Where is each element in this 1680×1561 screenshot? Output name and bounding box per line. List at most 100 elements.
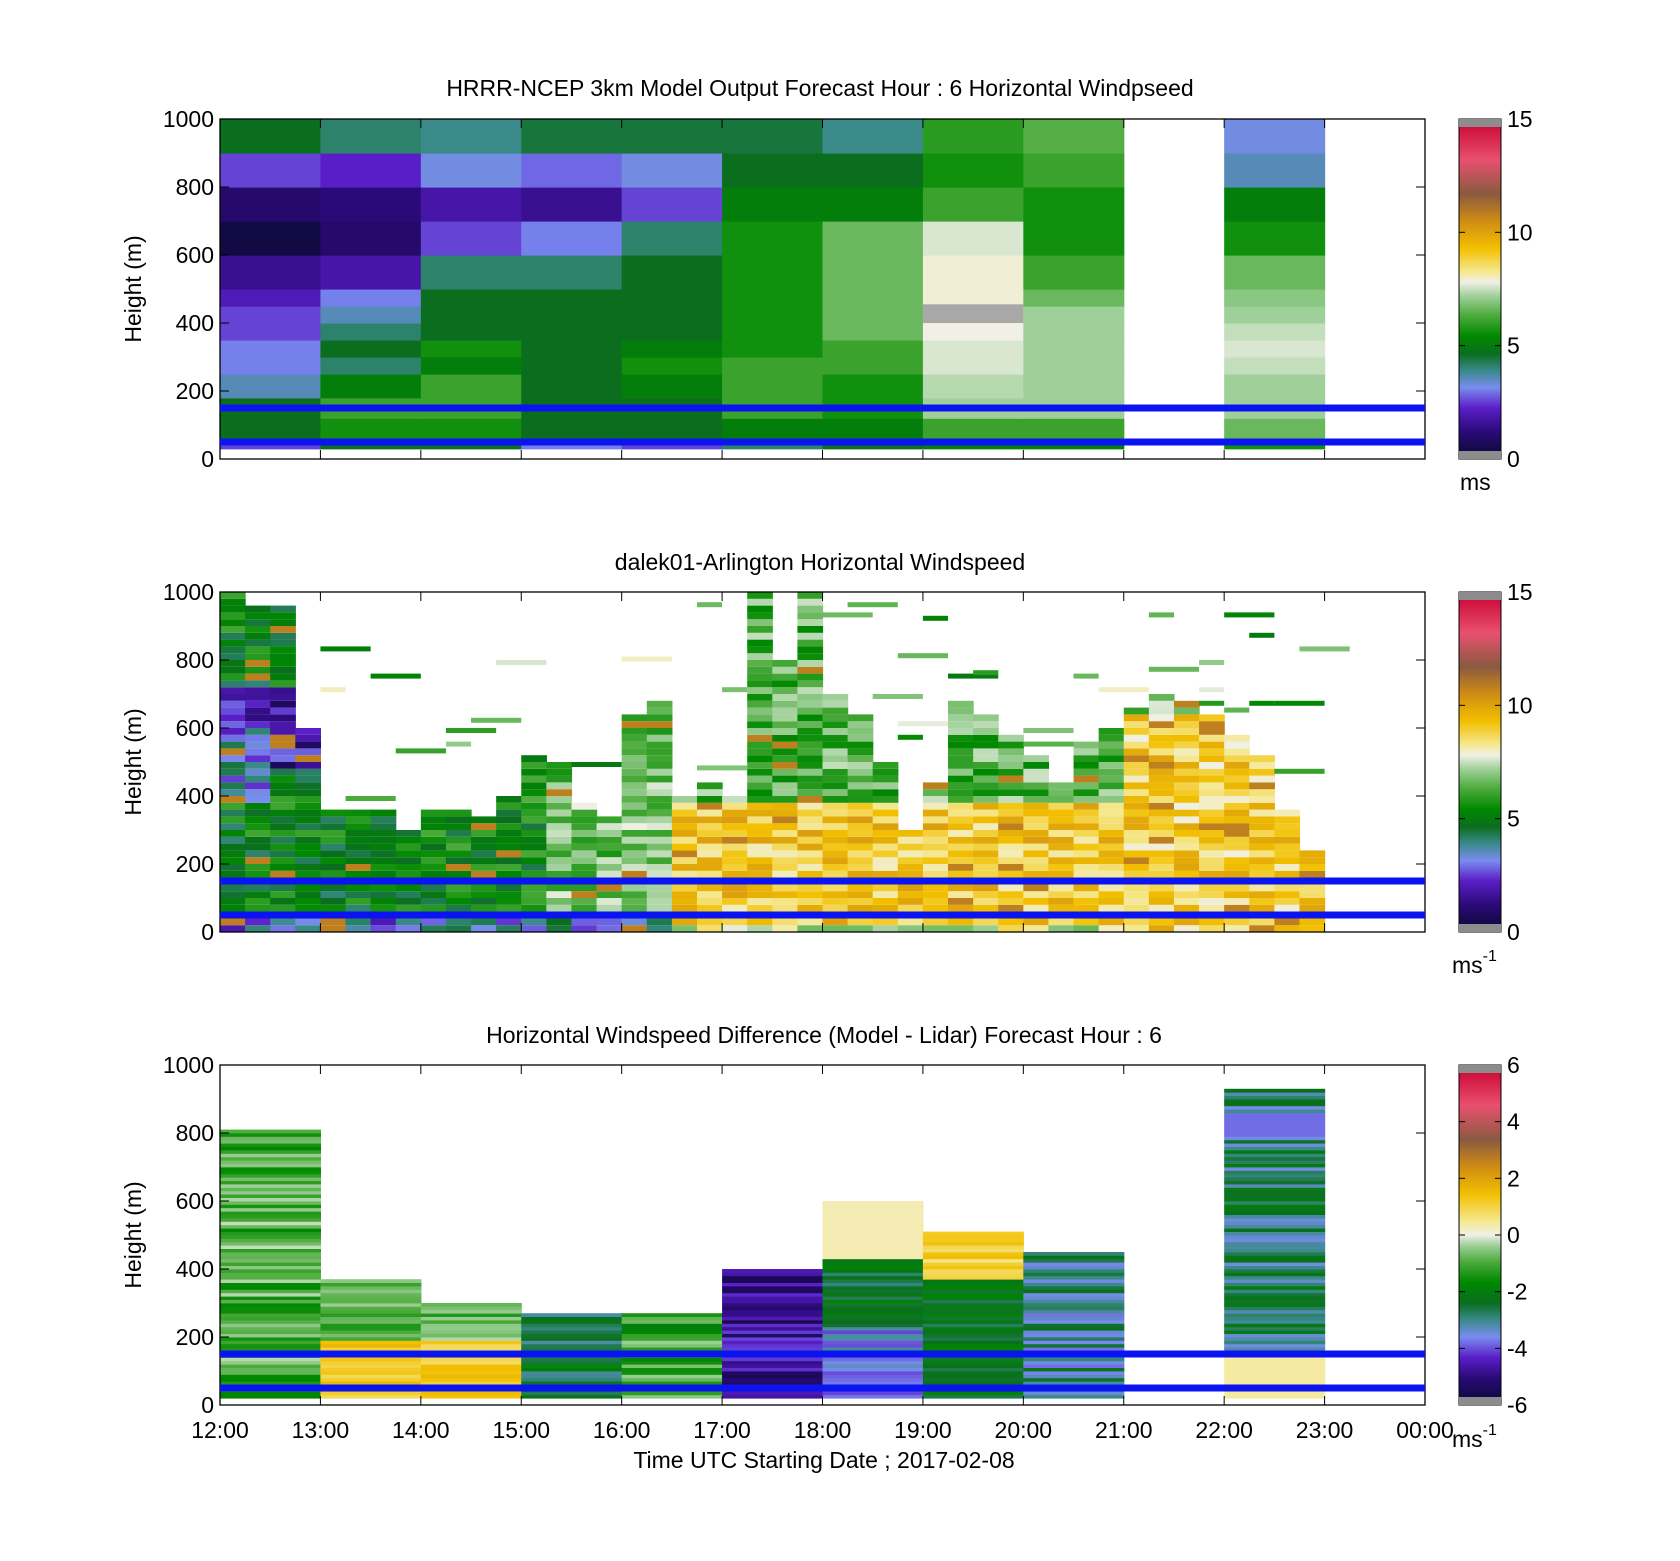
lidar-cell: [671, 925, 698, 932]
difference-cell: [420, 1367, 522, 1372]
difference-cell: [1023, 1299, 1125, 1304]
model-cell: [822, 255, 924, 290]
difference-cell: [822, 1231, 924, 1236]
lidar-cell: [1023, 768, 1050, 776]
model-cell: [521, 374, 623, 399]
colorbar-over-cap: [1459, 119, 1501, 127]
lidar-cell: [1299, 918, 1326, 926]
lidar-cell: [646, 714, 673, 722]
lidar-cell: [571, 884, 598, 892]
lidar-cell: [747, 782, 773, 790]
lidar-cell: [1199, 782, 1225, 790]
lidar-cell: [245, 755, 271, 762]
x-tick-label: 00:00: [1396, 1417, 1454, 1443]
lidar-cell: [872, 843, 899, 851]
lidar-cell: [1299, 898, 1326, 905]
colorbar-under-cap: [1459, 924, 1501, 932]
lidar-cell: [822, 700, 849, 708]
difference-cell: [922, 1292, 1024, 1297]
lidar-cell: [420, 809, 447, 817]
lidar-cell: [671, 816, 698, 824]
difference-cell: [1224, 1092, 1326, 1096]
lidar-cell: [345, 904, 372, 912]
lidar-cell: [646, 796, 673, 803]
lidar-cell: [370, 904, 397, 912]
lidar-cell: [747, 843, 773, 851]
lidar-cell: [722, 925, 748, 932]
lidar-cell: [797, 836, 824, 844]
lidar-cell: [1173, 918, 1200, 926]
lidar-cell: [973, 850, 999, 858]
lidar-cell: [445, 823, 472, 830]
lidar-cell: [1023, 830, 1050, 837]
lidar-cell: [948, 700, 974, 708]
lidar-cell: [571, 925, 598, 932]
lidar-cell: [1023, 789, 1050, 796]
lidar-cell: [596, 864, 623, 871]
difference-cell: [220, 1221, 322, 1226]
x-tick-label: 18:00: [794, 1417, 852, 1443]
difference-cell: [1023, 1391, 1125, 1396]
lidar-cell: [1224, 898, 1250, 905]
lidar-cell: [521, 843, 547, 851]
x-tick-label: 21:00: [1095, 1417, 1153, 1443]
difference-cell: [220, 1313, 322, 1317]
model-cell: [220, 306, 322, 324]
lidar-cell: [1148, 823, 1175, 830]
lidar-cell: [646, 734, 673, 742]
lidar-cell: [646, 857, 673, 864]
lidar-cell: [245, 612, 271, 620]
lidar-cell: [1048, 836, 1075, 844]
difference-cell: [1224, 1150, 1326, 1154]
lidar-cell: [948, 734, 974, 742]
difference-cell: [1224, 1262, 1326, 1266]
panel-difference-ylabel: Height (m): [120, 1181, 146, 1288]
lidar-cell: [646, 802, 673, 810]
lidar-cell: [1073, 857, 1100, 864]
lidar-cell: [1148, 789, 1175, 796]
difference-cell: [1224, 1316, 1326, 1321]
lidar-cell: [1148, 809, 1175, 817]
difference-cell: [1224, 1116, 1326, 1120]
lidar-cell: [596, 836, 623, 844]
lidar-cell: [220, 755, 246, 762]
lidar-cell: [1173, 925, 1200, 932]
difference-cell: [1224, 1377, 1326, 1382]
lidar-cell: [998, 762, 1024, 769]
difference-cell: [822, 1374, 924, 1379]
lidar-cell: [621, 904, 648, 912]
model-cell: [1224, 306, 1326, 324]
difference-cell: [1224, 1095, 1326, 1100]
difference-cell: [922, 1265, 1024, 1270]
lidar-cell: [1073, 775, 1100, 783]
lidar-cell: [646, 782, 673, 790]
lidar-cell: [722, 884, 748, 892]
lidar-cell: [797, 891, 824, 898]
lidar-cell: [471, 816, 497, 824]
lidar-cell: [772, 830, 798, 837]
difference-cell: [220, 1224, 322, 1229]
lidar-cell: [1123, 884, 1150, 892]
lidar-cell: [872, 864, 899, 871]
model-cell: [320, 418, 422, 440]
lidar-cell: [270, 748, 296, 756]
difference-cell: [420, 1394, 522, 1399]
lidar-cell: [270, 714, 296, 722]
lidar-cell: [948, 843, 974, 851]
lidar-cell: [1224, 734, 1250, 742]
lidar-cell: [496, 836, 522, 844]
difference-cell: [1224, 1221, 1326, 1226]
lidar-cell: [747, 673, 773, 681]
lidar-cell: [1123, 741, 1150, 749]
difference-cell: [922, 1235, 1024, 1239]
colorbar-model-gradient: [1458, 118, 1502, 460]
lidar-cell: [270, 660, 296, 667]
lidar-cell: [822, 864, 849, 871]
difference-cell: [822, 1306, 924, 1311]
difference-cell: [220, 1133, 322, 1137]
lidar-cell: [220, 707, 246, 715]
lidar-cell: [370, 836, 397, 844]
difference-cell: [822, 1272, 924, 1277]
